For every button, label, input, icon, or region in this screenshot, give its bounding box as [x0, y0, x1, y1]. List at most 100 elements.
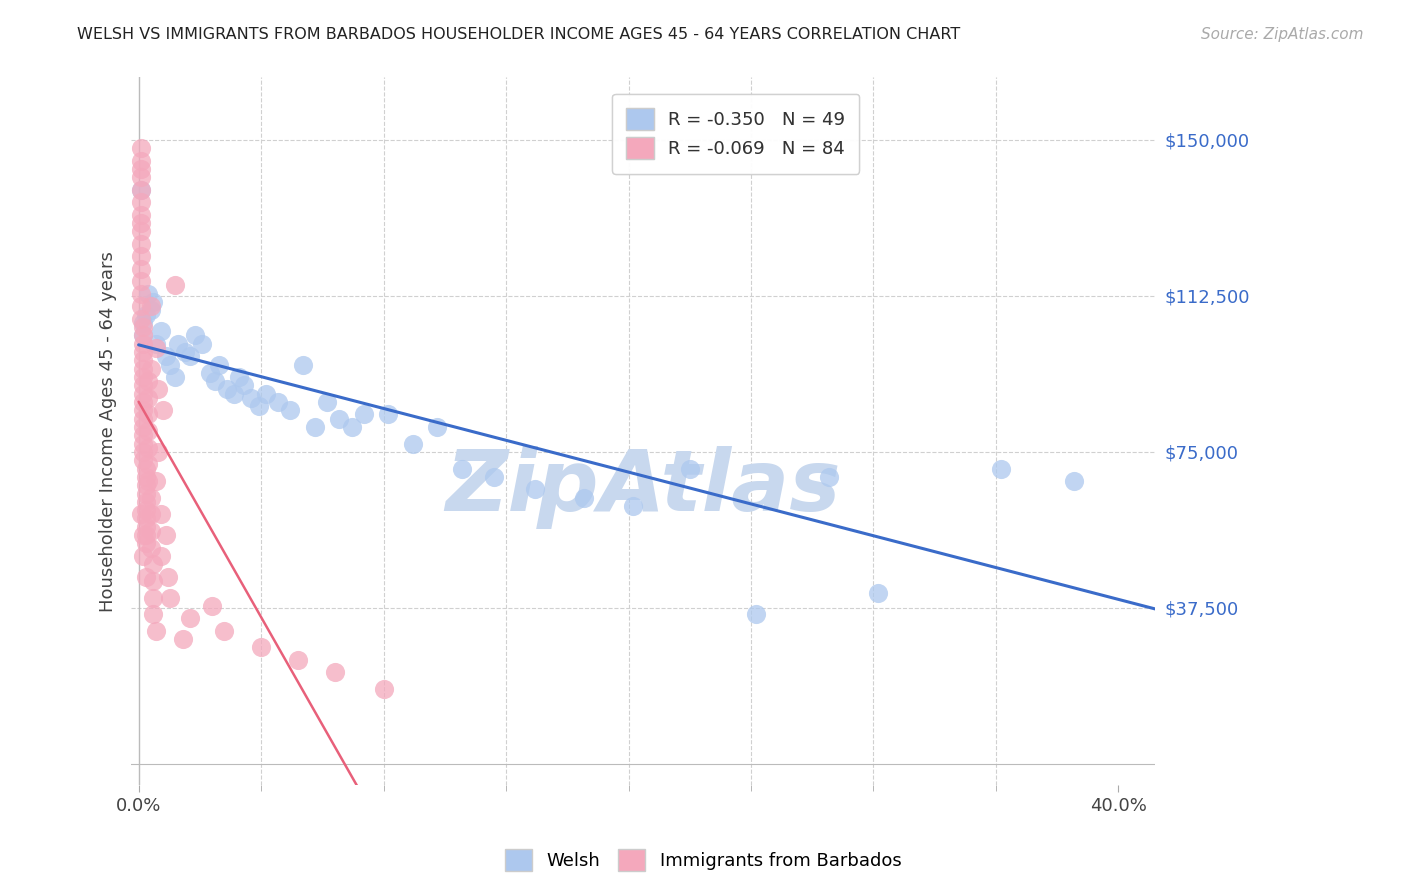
Point: [129, 183, 152, 197]
Point: [138, 374, 160, 388]
Point: [990, 461, 1012, 475]
Point: [132, 328, 155, 343]
Point: [142, 574, 165, 588]
Text: ZipAtlas: ZipAtlas: [446, 446, 841, 529]
Point: [373, 681, 395, 696]
Point: [132, 445, 155, 459]
Point: [129, 153, 152, 168]
Point: [135, 570, 157, 584]
Point: [129, 161, 152, 176]
Point: [148, 383, 170, 397]
Point: [524, 483, 547, 497]
Point: [179, 611, 201, 625]
Point: [159, 358, 181, 372]
Point: [402, 436, 425, 450]
Point: [139, 303, 162, 318]
Point: [135, 495, 157, 509]
Point: [129, 274, 152, 288]
Point: [138, 458, 160, 472]
Point: [287, 653, 309, 667]
Point: [155, 528, 177, 542]
Point: [745, 607, 768, 622]
Point: [145, 336, 167, 351]
Point: [132, 428, 155, 442]
Point: [135, 461, 157, 475]
Point: [132, 403, 155, 417]
Point: [138, 474, 160, 488]
Point: [138, 424, 160, 438]
Point: [198, 366, 221, 380]
Point: [129, 311, 152, 326]
Point: [142, 558, 165, 572]
Point: [138, 408, 160, 422]
Point: [149, 324, 172, 338]
Point: [155, 349, 177, 363]
Point: [191, 336, 214, 351]
Point: [135, 308, 157, 322]
Point: [172, 632, 194, 647]
Point: [340, 420, 363, 434]
Point: [139, 491, 162, 505]
Point: [132, 328, 155, 343]
Point: [135, 478, 157, 492]
Point: [139, 361, 162, 376]
Point: [132, 378, 155, 392]
Point: [228, 370, 250, 384]
Point: [129, 216, 152, 230]
Y-axis label: Householder Income Ages 45 - 64 years: Householder Income Ages 45 - 64 years: [100, 251, 117, 612]
Point: [132, 353, 155, 368]
Point: [201, 599, 224, 613]
Point: [132, 386, 155, 401]
Point: [145, 624, 167, 638]
Point: [377, 408, 399, 422]
Point: [1063, 474, 1085, 488]
Point: [215, 383, 238, 397]
Point: [179, 349, 201, 363]
Point: [451, 461, 474, 475]
Legend: R = -0.350   N = 49, R = -0.069   N = 84: R = -0.350 N = 49, R = -0.069 N = 84: [612, 94, 859, 174]
Point: [132, 320, 155, 334]
Point: [132, 370, 155, 384]
Point: [132, 436, 155, 450]
Point: [132, 316, 155, 330]
Point: [304, 420, 326, 434]
Point: [208, 358, 231, 372]
Point: [204, 374, 226, 388]
Point: [129, 236, 152, 251]
Point: [280, 403, 302, 417]
Point: [139, 524, 162, 538]
Point: [214, 624, 236, 638]
Point: [138, 391, 160, 405]
Point: [129, 299, 152, 313]
Point: [132, 528, 155, 542]
Point: [868, 586, 890, 600]
Point: [135, 503, 157, 517]
Point: [149, 508, 172, 522]
Point: [139, 508, 162, 522]
Point: [148, 445, 170, 459]
Point: [166, 336, 188, 351]
Point: [135, 528, 157, 542]
Point: [156, 570, 179, 584]
Point: [129, 261, 152, 276]
Point: [138, 286, 160, 301]
Point: [328, 411, 350, 425]
Point: [139, 299, 162, 313]
Point: [250, 640, 273, 655]
Point: [574, 491, 596, 505]
Point: [426, 420, 449, 434]
Point: [353, 408, 375, 422]
Point: [132, 345, 155, 359]
Point: [291, 358, 314, 372]
Point: [679, 461, 702, 475]
Point: [149, 549, 172, 563]
Point: [138, 441, 160, 455]
Point: [818, 470, 841, 484]
Point: [129, 508, 152, 522]
Point: [132, 395, 155, 409]
Text: WELSH VS IMMIGRANTS FROM BARBADOS HOUSEHOLDER INCOME AGES 45 - 64 YEARS CORRELAT: WELSH VS IMMIGRANTS FROM BARBADOS HOUSEH…: [77, 27, 960, 42]
Point: [482, 470, 505, 484]
Point: [132, 361, 155, 376]
Point: [129, 170, 152, 185]
Point: [145, 341, 167, 355]
